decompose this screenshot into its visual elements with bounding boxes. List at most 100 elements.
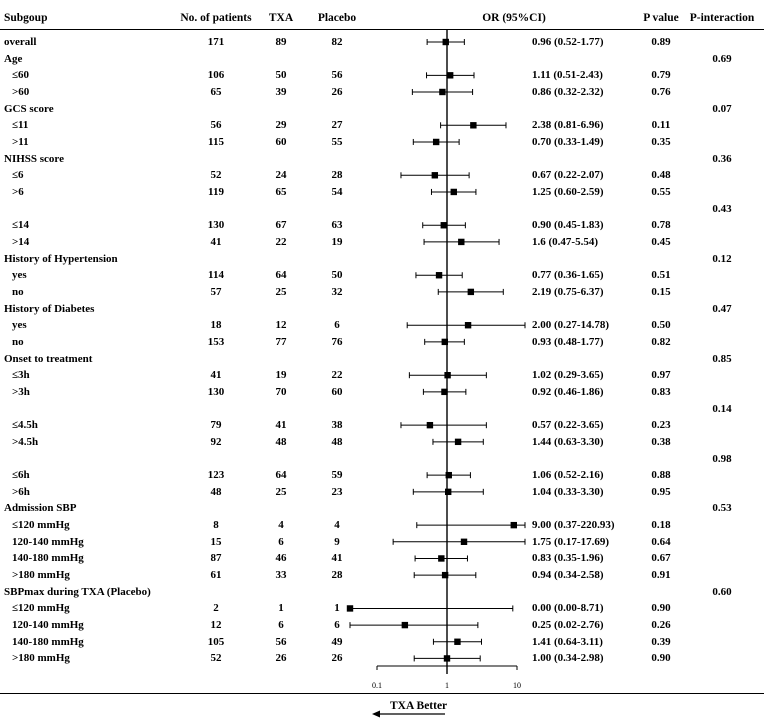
header-patients: No. of patients	[180, 12, 252, 24]
placebo-cell: 56	[331, 69, 343, 82]
subgroup-label: 140-180 mmHg	[12, 552, 84, 565]
p-interaction-cell: 0.85	[712, 352, 732, 365]
patients-cell: 12	[210, 619, 222, 632]
placebo-cell: 63	[331, 219, 343, 232]
point-estimate-marker	[444, 488, 452, 496]
header-placebo: Placebo	[317, 12, 357, 24]
point-estimate-marker	[446, 72, 454, 79]
patients-cell: 114	[208, 269, 224, 282]
direction-label: TXA Better	[390, 700, 448, 712]
p-value-cell: 0.39	[651, 635, 671, 648]
placebo-cell: 50	[331, 269, 343, 282]
point-estimate-marker	[443, 655, 451, 662]
or-ci-cell: 2.00 (0.27-14.78)	[532, 319, 609, 332]
placebo-cell: 41	[331, 552, 343, 565]
point-estimate-marker	[454, 638, 461, 645]
p-interaction-cell: 0.14	[712, 402, 732, 415]
patients-cell: 153	[207, 335, 225, 348]
p-interaction-cell: 0.53	[712, 502, 732, 515]
or-ci-cell: 0.57 (0.22-3.65)	[532, 419, 604, 432]
point-estimate-marker	[431, 172, 439, 179]
patients-cell: 123	[207, 469, 225, 482]
patients-cell: 87	[210, 552, 222, 565]
subgroup-label: History of Hypertension	[4, 252, 118, 265]
placebo-cell: 28	[331, 569, 343, 582]
subgroup-label: Onset to treatment	[4, 352, 93, 365]
p-interaction-cell: 0.98	[712, 452, 732, 465]
point-estimate-marker	[441, 338, 448, 346]
p-value-cell: 0.11	[651, 119, 671, 132]
txa-cell: 29	[275, 119, 287, 132]
p-value-cell: 0.48	[651, 169, 671, 182]
point-estimate-marker	[432, 138, 440, 146]
placebo-cell: 48	[331, 435, 343, 448]
txa-cell: 6	[278, 619, 284, 632]
txa-cell: 6	[278, 535, 284, 548]
subgroup-label: >6h	[12, 485, 30, 498]
p-value-cell: 0.82	[651, 335, 671, 348]
placebo-cell: 9	[334, 535, 340, 548]
subgroup-label: GCS score	[4, 102, 54, 115]
txa-cell: 56	[275, 635, 287, 648]
patients-cell: 48	[210, 485, 222, 498]
placebo-cell: 27	[331, 119, 343, 132]
placebo-cell: 28	[331, 169, 343, 182]
point-estimate-marker	[444, 372, 451, 379]
subgroup-label: 140-180 mmHg	[12, 635, 84, 648]
p-interaction-cell: 0.36	[712, 152, 732, 165]
txa-cell: 24	[275, 169, 287, 182]
or-ci-cell: 1.04 (0.33-3.30)	[532, 485, 604, 498]
subgroup-label: no	[12, 285, 24, 298]
txa-cell: 64	[275, 469, 287, 482]
header-p-interaction: P-interaction	[689, 12, 755, 24]
p-interaction-cell: 0.12	[712, 252, 732, 265]
txa-cell: 60	[275, 135, 287, 148]
subgroup-label: ≤4.5h	[12, 419, 38, 432]
p-value-cell: 0.15	[651, 285, 671, 298]
txa-cell: 64	[275, 269, 287, 282]
placebo-cell: 32	[331, 285, 343, 298]
or-ci-cell: 0.70 (0.33-1.49)	[532, 135, 604, 148]
p-interaction-cell: 0.07	[712, 102, 732, 115]
placebo-cell: 59	[331, 469, 343, 482]
or-ci-cell: 1.6 (0.47-5.54)	[532, 235, 598, 248]
point-estimate-marker	[460, 538, 468, 545]
p-value-cell: 0.91	[651, 569, 671, 582]
patients-cell: 79	[210, 419, 222, 432]
or-ci-cell: 9.00 (0.37-220.93)	[532, 519, 615, 532]
placebo-cell: 4	[334, 519, 340, 532]
p-value-cell: 0.55	[651, 185, 671, 198]
p-value-cell: 0.18	[651, 519, 671, 532]
placebo-cell: 60	[331, 385, 343, 398]
patients-cell: 8	[213, 519, 219, 532]
placebo-cell: 38	[331, 419, 343, 432]
header-or: OR (95%CI)	[482, 12, 546, 24]
placebo-cell: 6	[334, 319, 340, 332]
header-txa: TXA	[268, 12, 294, 24]
subgroup-label: ≤120 mmHg	[12, 602, 70, 615]
subgroup-label: >6	[12, 185, 24, 198]
point-estimate-marker	[464, 322, 472, 329]
placebo-cell: 26	[331, 85, 343, 98]
placebo-cell: 22	[331, 369, 343, 382]
subgroup-label: >60	[12, 85, 30, 98]
txa-cell: 39	[275, 85, 287, 98]
point-estimate-marker	[454, 438, 462, 446]
p-value-cell: 0.38	[651, 435, 671, 448]
subgroup-label: History of Diabetes	[4, 302, 95, 315]
txa-cell: 25	[275, 485, 287, 498]
or-ci-cell: 0.83 (0.35-1.96)	[532, 552, 604, 565]
point-estimate-marker	[439, 88, 446, 96]
txa-cell: 12	[275, 319, 287, 332]
patients-cell: 105	[207, 635, 225, 648]
txa-cell: 50	[275, 69, 287, 82]
or-ci-cell: 0.93 (0.48-1.77)	[532, 335, 604, 348]
patients-cell: 92	[210, 435, 222, 448]
subgroup-label: ≤6	[12, 169, 24, 182]
subgroup-label: Age	[4, 52, 23, 65]
point-estimate-marker	[467, 288, 475, 296]
txa-cell: 48	[275, 435, 287, 448]
subgroup-label: SBPmax during TXA (Placebo)	[4, 585, 151, 598]
